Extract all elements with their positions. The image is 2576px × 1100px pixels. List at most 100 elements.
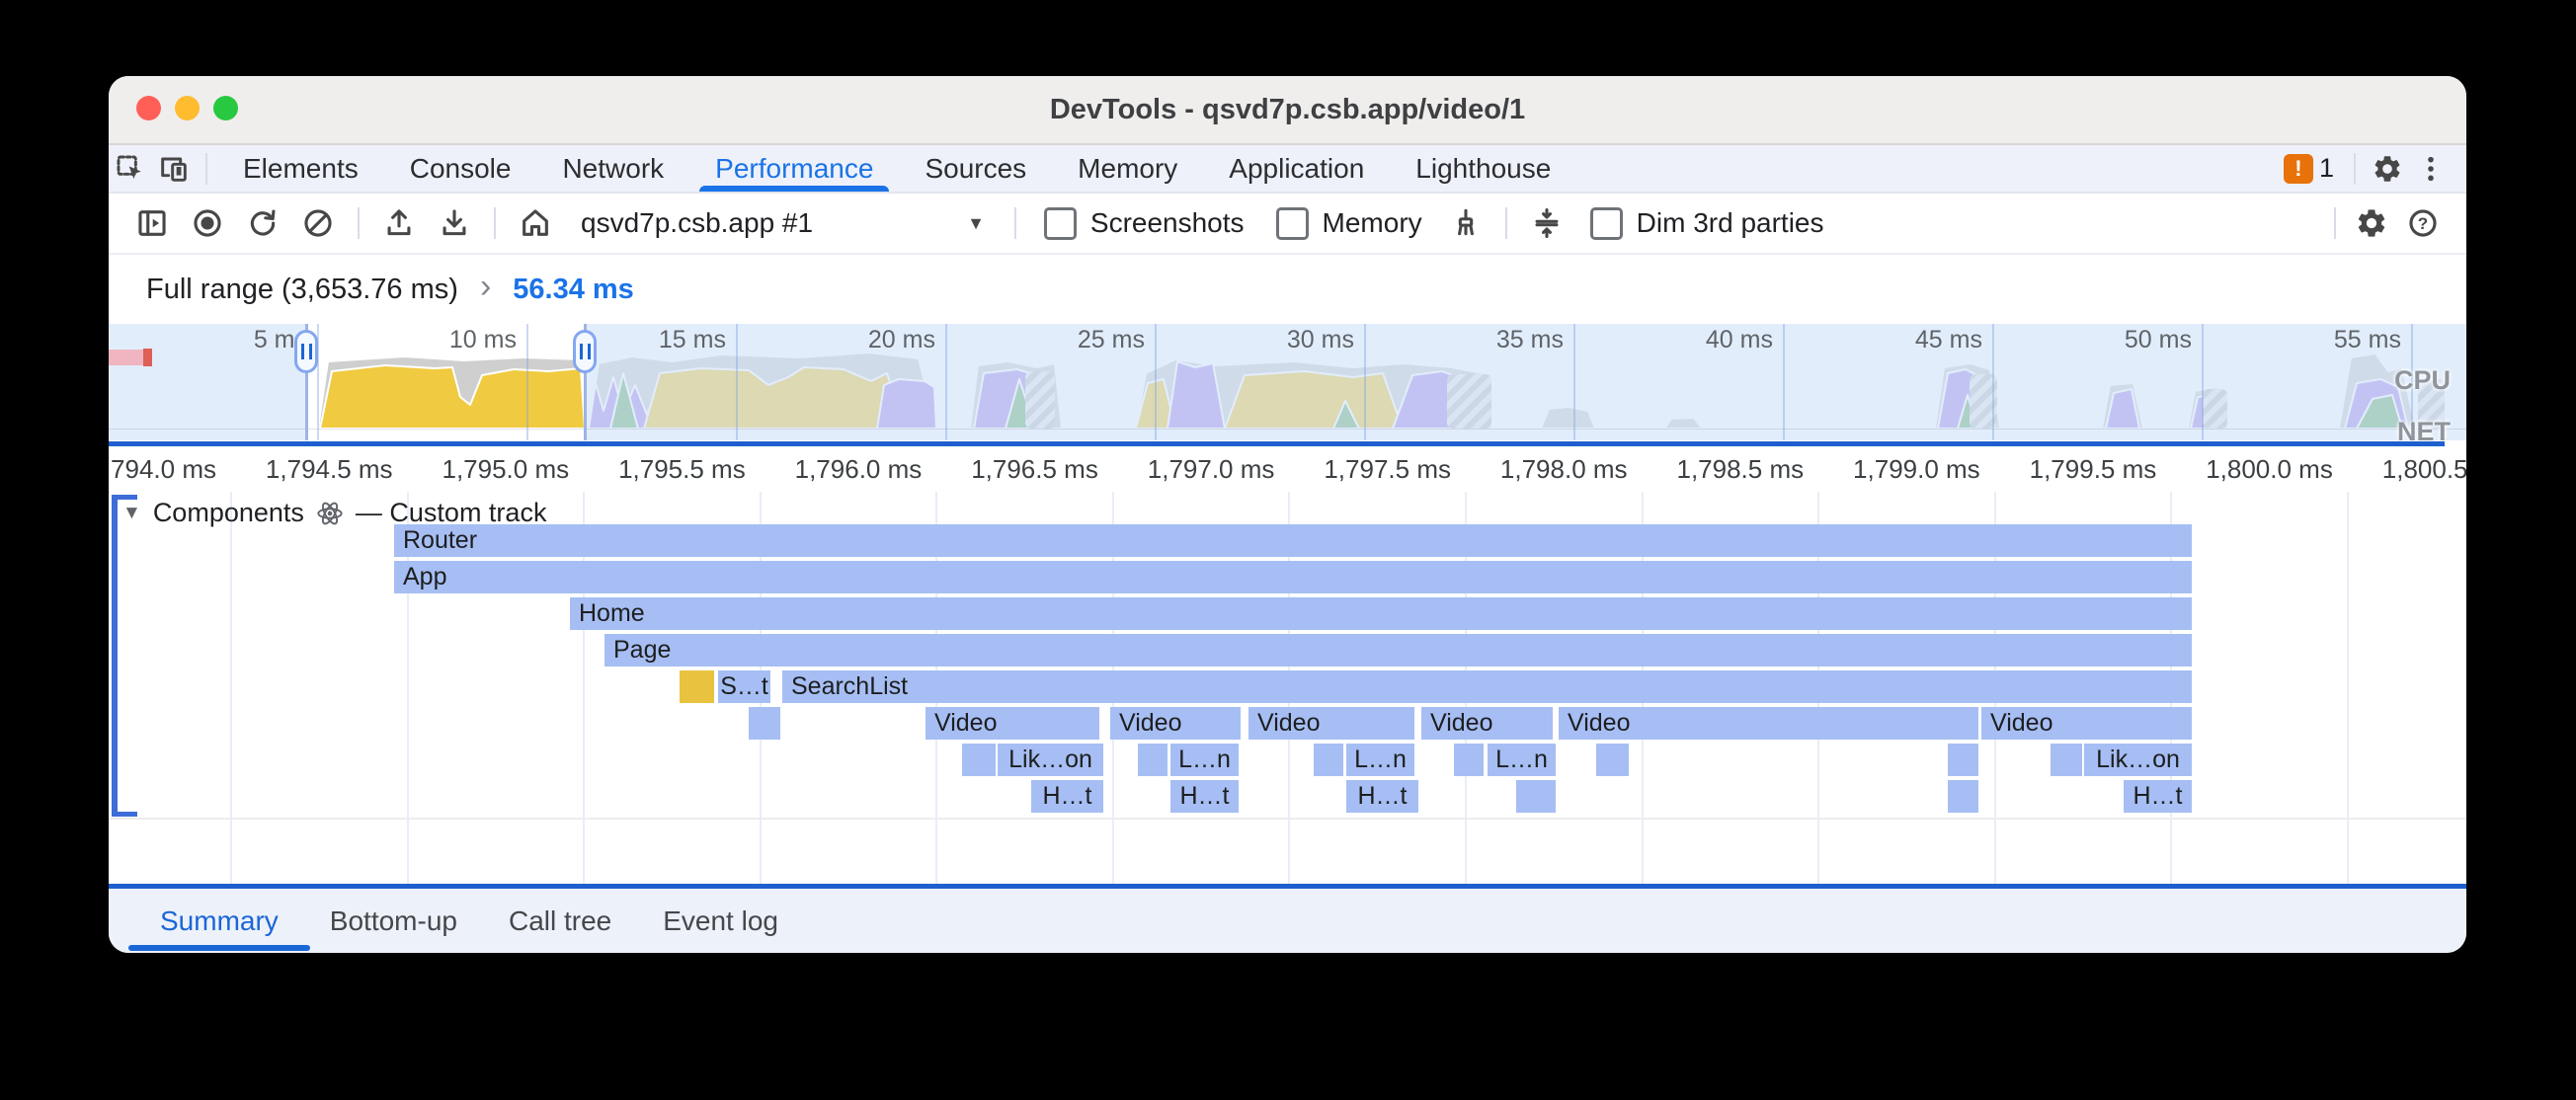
flame-bar-video[interactable]: Video (1421, 707, 1553, 740)
bottom-pane-border[interactable] (109, 884, 2466, 889)
toggle-sidebar-button[interactable] (126, 199, 178, 247)
flame-gridline (583, 492, 585, 884)
tab-memory[interactable]: Memory (1078, 152, 1178, 184)
tab-sources[interactable]: Sources (925, 152, 1027, 184)
target-selector[interactable]: qsvd7p.csb.app #1 ▼ (565, 199, 1001, 247)
flame-bar-label: L…n (1178, 746, 1231, 773)
flame-bar[interactable] (1314, 744, 1343, 776)
flame-bar-app[interactable]: App (394, 561, 2192, 593)
flame-bar-searchlist[interactable]: SearchList (782, 670, 2192, 703)
tab-console[interactable]: Console (409, 152, 512, 184)
flame-bar-video[interactable]: Video (1981, 707, 2192, 740)
overview-dim-right (585, 324, 2466, 440)
inspect-element-button[interactable] (109, 147, 152, 191)
flame-bar-ln[interactable]: L…n (1346, 744, 1414, 776)
flame-bar-video[interactable]: Video (1248, 707, 1414, 740)
timeline-overview[interactable]: 5 ms 10 ms 15 ms 20 ms 25 ms 30 ms 35 ms 40 ms 4… (109, 324, 2466, 446)
selection-edge (305, 324, 308, 440)
selection-handle-left[interactable] (294, 330, 318, 373)
main-tab-strip: Elements Console Network Performance Sources… (217, 145, 1576, 192)
dim-third-parties-checkbox[interactable]: Dim 3rd parties (1576, 206, 1838, 240)
collapse-tracks-button[interactable] (1521, 199, 1572, 247)
flame-bar-label: Video (1257, 709, 1321, 737)
devtools-tab-bar: Elements Console Network Performance Sources… (109, 145, 2466, 194)
collect-garbage-button[interactable] (1440, 199, 1491, 247)
flame-bar-label: Lik…on (2096, 746, 2180, 773)
close-window-button[interactable] (136, 96, 161, 120)
track-selection-bracket (112, 495, 137, 817)
issues-counter[interactable]: ! 1 (2283, 153, 2334, 184)
ruler-tick-label: 1,796.0 ms (794, 454, 923, 484)
flame-bar-ln[interactable]: L…n (1170, 744, 1239, 776)
flame-bar[interactable] (1948, 744, 1978, 776)
upload-profile-button[interactable] (373, 199, 425, 247)
memory-checkbox[interactable]: Memory (1262, 206, 1436, 240)
divider (205, 152, 207, 185)
live-metrics-home-button[interactable] (510, 199, 561, 247)
flame-bar-ht[interactable]: H…t (2124, 780, 2192, 813)
tab-performance[interactable]: Performance (689, 145, 899, 192)
flame-bar-likon[interactable]: Lik…on (998, 744, 1103, 776)
flame-bar[interactable] (1516, 780, 1556, 813)
flame-bar-likon[interactable]: Lik…on (2084, 744, 2192, 776)
settings-icon[interactable] (2366, 147, 2409, 191)
flame-bar-video[interactable]: Video (926, 707, 1099, 740)
range-breadcrumb: Full range (3,653.76 ms) › 56.34 ms (109, 255, 2466, 324)
flame-bar-st[interactable]: S…t (718, 670, 770, 703)
zoom-window-button[interactable] (213, 96, 238, 120)
download-profile-button[interactable] (429, 199, 480, 247)
screenshots-checkbox[interactable]: Screenshots (1030, 206, 1258, 240)
flame-bar[interactable] (1138, 744, 1167, 776)
flame-bar-ht[interactable]: H…t (1031, 780, 1103, 813)
flame-bar-router[interactable]: Router (394, 524, 2192, 557)
record-button[interactable] (182, 199, 233, 247)
collapse-track-icon[interactable]: ▼ (122, 502, 141, 523)
chevron-down-icon: ▼ (967, 212, 985, 233)
flame-bar-label: Home (579, 599, 645, 627)
flame-bar-ln[interactable]: L…n (1488, 744, 1556, 776)
flame-bar-label: SearchList (791, 672, 909, 700)
flame-chart[interactable]: ▼ Components — Custom track Router App Hom… (109, 492, 2466, 884)
flame-bar[interactable] (1454, 744, 1484, 776)
flame-bar-video[interactable]: Video (1110, 707, 1241, 740)
bottom-tab-bottom-up[interactable]: Bottom-up (329, 904, 457, 936)
overview-tick-label: 5 ms (253, 326, 307, 354)
capture-settings-icon[interactable] (2346, 199, 2397, 247)
flame-bar[interactable] (680, 670, 714, 703)
help-icon[interactable]: ? (2397, 199, 2449, 247)
overview-gridline (1573, 324, 1575, 440)
overview-tick-label: 40 ms (1705, 326, 1773, 354)
selected-range-crumb[interactable]: 56.34 ms (513, 273, 634, 305)
minimize-window-button[interactable] (175, 96, 200, 120)
flame-bar-ht[interactable]: H…t (1346, 780, 1418, 813)
tab-elements[interactable]: Elements (243, 152, 359, 184)
tab-application[interactable]: Application (1229, 152, 1365, 184)
flame-bar[interactable] (2051, 744, 2082, 776)
timeline-ruler[interactable]: 1,794.0 ms 1,794.5 ms 1,795.0 ms 1,795.5 ms… (109, 446, 2466, 492)
flame-bar[interactable] (1948, 780, 1978, 813)
flame-bar-ht[interactable]: H…t (1170, 780, 1239, 813)
flame-bar-home[interactable]: Home (570, 597, 2192, 630)
flame-bar[interactable] (962, 744, 996, 776)
flame-bar[interactable] (749, 707, 780, 740)
track-subtitle: — Custom track (355, 498, 547, 527)
tab-lighthouse[interactable]: Lighthouse (1415, 152, 1552, 184)
ruler-tick-label: 1,796.5 ms (971, 454, 1098, 484)
flame-bar-label: L…n (1354, 746, 1407, 773)
tab-network[interactable]: Network (562, 152, 665, 184)
overview-gridline (1155, 324, 1157, 440)
flame-bar-label: Video (1119, 709, 1182, 737)
flame-bar-video[interactable]: Video (1559, 707, 1978, 740)
selection-handle-right[interactable] (573, 330, 597, 373)
bottom-tab-event-log[interactable]: Event log (663, 904, 778, 936)
full-range-crumb[interactable]: Full range (3,653.76 ms) (146, 273, 458, 305)
device-toolbar-button[interactable] (152, 147, 196, 191)
flame-bar[interactable] (1596, 744, 1629, 776)
bottom-tab-summary[interactable]: Summary (128, 889, 310, 953)
clear-recording-button[interactable] (292, 199, 344, 247)
track-header[interactable]: ▼ Components — Custom track (122, 498, 546, 528)
record-and-reload-button[interactable] (237, 199, 288, 247)
bottom-tab-call-tree[interactable]: Call tree (508, 904, 612, 936)
more-options-icon[interactable] (2409, 147, 2453, 191)
flame-bar-page[interactable]: Page (604, 634, 2192, 667)
